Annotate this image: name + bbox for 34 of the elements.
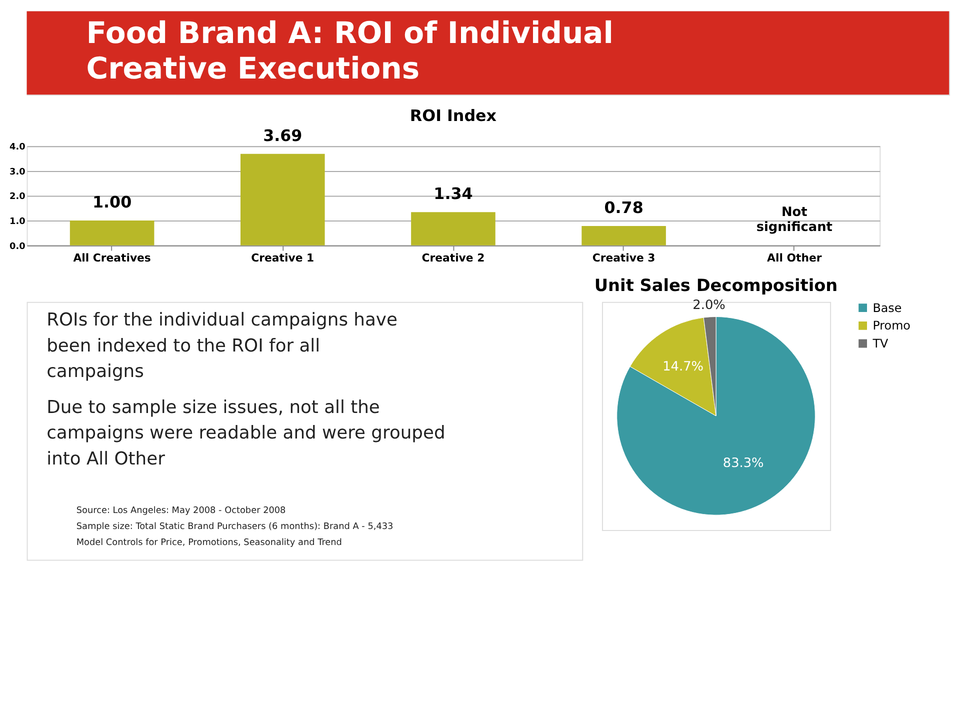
y-tick-label: 0.0: [10, 242, 26, 252]
data-label: 2.0%: [692, 298, 726, 314]
legend-label: TV: [872, 336, 889, 350]
y-tick-label: 2.0: [10, 192, 26, 202]
data-label: 1.34: [434, 184, 473, 204]
text: Food Brand A: ROI of Individual Creative Executions: [86, 16, 614, 87]
text: ROIs for the individual campaigns have been indexed to the ROI for all campaigns: [46, 310, 398, 382]
legend-label: Base: [872, 300, 902, 315]
data-label: 83.3%: [722, 456, 764, 472]
pie-slice: [616, 316, 816, 516]
x-tick-label: Creative 1: [251, 252, 314, 265]
data-label: 3.69: [263, 126, 302, 145]
x-tick-label: All Other: [767, 252, 822, 265]
bar: [70, 220, 154, 246]
y-tick-label: 3.0: [10, 167, 26, 178]
x-tick-label: Creative 3: [592, 252, 656, 265]
data-label: 1.00: [92, 192, 132, 212]
annotation: Not significant: [756, 205, 832, 236]
data-label: 0.78: [604, 198, 644, 218]
source-note: Source: Los Angeles: May 2008 - October 2008: [76, 506, 286, 516]
data-label: 14.7%: [662, 359, 704, 374]
y-tick-label: 4.0: [10, 142, 26, 153]
bar: [582, 226, 666, 246]
legend-label: Promo: [872, 318, 910, 333]
text: Due to sample size issues, not all the campaigns were readable and were grouped into All Other: [46, 396, 446, 470]
x-tick-label: Creative 2: [422, 252, 485, 265]
chart-title: ROI Index: [410, 106, 497, 126]
y-tick-label: 1.0: [10, 217, 26, 228]
chart-title: Unit Sales Decomposition: [594, 275, 838, 296]
bar: [411, 212, 496, 246]
bar: [240, 154, 325, 246]
text: Model Controls for Price, Promotions, Seasonality and Trend: [76, 538, 342, 548]
text: Sample size: Total Static Brand Purchasers (6 months): Brand A - 5,433: [76, 522, 394, 532]
x-tick-label: All Creatives: [73, 252, 151, 265]
